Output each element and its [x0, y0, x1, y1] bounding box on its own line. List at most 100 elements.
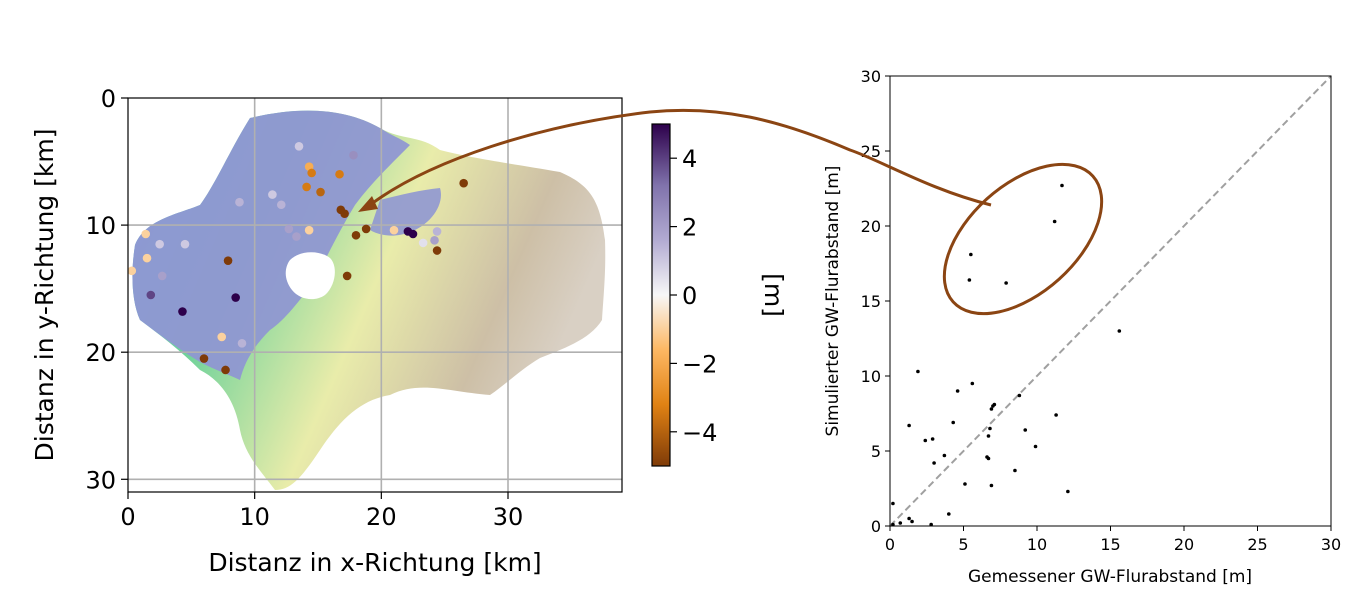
map-data-point — [284, 224, 294, 234]
map-data-point — [389, 225, 399, 235]
map-y-tick-label: 30 — [85, 466, 116, 494]
colorbar-bar — [651, 123, 671, 467]
scatter-panel: 0 5 10 15 20 25 30 0 5 10 15 20 25 30 Gemessener GW-… — [823, 67, 1341, 587]
map-data-point — [276, 200, 286, 210]
map-data-point — [432, 227, 442, 236]
scatter-data-point — [1054, 413, 1058, 417]
plain-region-east — [370, 188, 441, 236]
scatter-data-point — [986, 434, 991, 438]
map-data-point — [141, 229, 151, 239]
map-x-axis-label: Distanz in x-Richtung [km] — [208, 548, 541, 577]
map-x-tick-label: 10 — [239, 503, 270, 531]
scatter-data-point — [1023, 428, 1028, 432]
scatter-x-ticks: 0 5 10 15 20 25 30 — [885, 526, 1341, 554]
map-data-point — [361, 224, 371, 234]
scatter-data-point — [907, 423, 911, 428]
scatter-y-tick-label: 30 — [861, 67, 881, 86]
scatter-data-point — [947, 512, 951, 516]
map-data-point — [335, 169, 344, 179]
scatter-data-point — [986, 456, 991, 461]
scatter-x-tick-label: 25 — [1247, 535, 1267, 554]
scatter-data-point — [932, 461, 936, 465]
highlight-ellipse — [942, 162, 1104, 316]
scatter-y-axis-label: Simulierter GW-Flurabstand [m] — [823, 166, 843, 437]
annotation — [358, 108, 1104, 316]
scatter-data-point — [955, 389, 960, 393]
colorbar-tick-label: 4 — [682, 145, 697, 173]
map-data-point — [340, 209, 349, 218]
scatter-y-tick-label: 10 — [861, 367, 881, 386]
scatter-data-point — [907, 516, 911, 521]
scatter-data-point — [930, 437, 935, 441]
map-y-ticks: 0 10 20 30 — [85, 85, 128, 494]
terrain-map — [132, 110, 606, 490]
map-data-point — [459, 178, 468, 188]
scatter-data-point — [1060, 183, 1064, 188]
scatter-data-point — [963, 482, 967, 486]
scatter-x-tick-label: 10 — [1027, 535, 1047, 554]
map-points — [127, 141, 468, 375]
map-x-ticks: 0 10 20 30 — [120, 492, 523, 531]
scatter-data-point — [1117, 329, 1122, 333]
map-data-point — [155, 239, 164, 249]
scatter-data-point — [967, 278, 972, 282]
scatter-data-point — [1066, 489, 1070, 494]
scatter-data-point — [970, 381, 975, 386]
map-data-point — [349, 150, 358, 160]
annotation-arrow-curve — [369, 108, 992, 207]
map-data-point — [408, 229, 418, 239]
scatter-data-point — [891, 522, 895, 527]
map-data-point — [180, 239, 190, 249]
colorbar-ticks: 4 2 0 −2 −4 — [670, 145, 717, 447]
colorbar-label: [m] — [759, 273, 788, 317]
scatter-data-point — [1052, 219, 1057, 224]
map-data-point — [237, 338, 247, 348]
colorbar-tick-label: −4 — [682, 419, 717, 447]
map-data-point — [142, 253, 152, 263]
scatter-data-point — [1033, 444, 1038, 449]
scatter-y-tick-label: 0 — [871, 517, 881, 536]
map-data-point — [294, 141, 304, 151]
scatter-x-tick-label: 15 — [1100, 535, 1120, 554]
map-data-point — [430, 236, 439, 245]
scatter-x-tick-label: 20 — [1174, 535, 1194, 554]
map-y-axis-label: Distanz in y-Richtung [km] — [30, 129, 59, 462]
map-data-point — [178, 307, 187, 316]
scatter-data-point — [898, 521, 903, 525]
map-x-tick-label: 20 — [366, 503, 397, 531]
map-data-point — [127, 266, 137, 276]
scatter-data-point — [923, 438, 928, 443]
scatter-data-point — [989, 483, 994, 488]
scatter-data-point — [916, 369, 920, 374]
scatter-y-tick-label: 5 — [871, 442, 881, 461]
map-y-tick-label: 10 — [85, 212, 116, 240]
scatter-data-point — [1013, 468, 1017, 473]
map-data-point — [223, 256, 233, 265]
scatter-data-point — [992, 402, 997, 407]
map-data-point — [146, 290, 156, 300]
map-data-point — [342, 271, 352, 281]
lake-hole — [285, 252, 335, 300]
scatter-data-point — [989, 407, 994, 411]
map-x-tick-label: 0 — [120, 503, 135, 531]
scatter-points — [891, 183, 1122, 527]
colorbar-tick-label: 0 — [682, 282, 697, 310]
map-data-point — [418, 238, 428, 248]
map-y-tick-label: 0 — [101, 85, 116, 113]
scatter-x-axis-label: Gemessener GW-Flurabstand [m] — [968, 567, 1252, 587]
map-data-point — [351, 230, 361, 240]
colorbar-tick-label: −2 — [682, 350, 717, 378]
reference-line — [889, 75, 1332, 527]
map-panel: 0 10 20 30 0 10 20 30 Distanz in x-Richtung [k… — [30, 85, 623, 577]
scatter-data-point — [1017, 393, 1022, 398]
map-data-point — [307, 168, 316, 178]
map-data-point — [157, 271, 167, 281]
scatter-data-point — [929, 522, 933, 527]
scatter-data-point — [969, 252, 973, 257]
scatter-data-point — [910, 519, 914, 524]
scatter-x-tick-label: 0 — [885, 535, 895, 554]
scatter-x-tick-label: 30 — [1321, 535, 1341, 554]
map-frame — [127, 97, 623, 493]
